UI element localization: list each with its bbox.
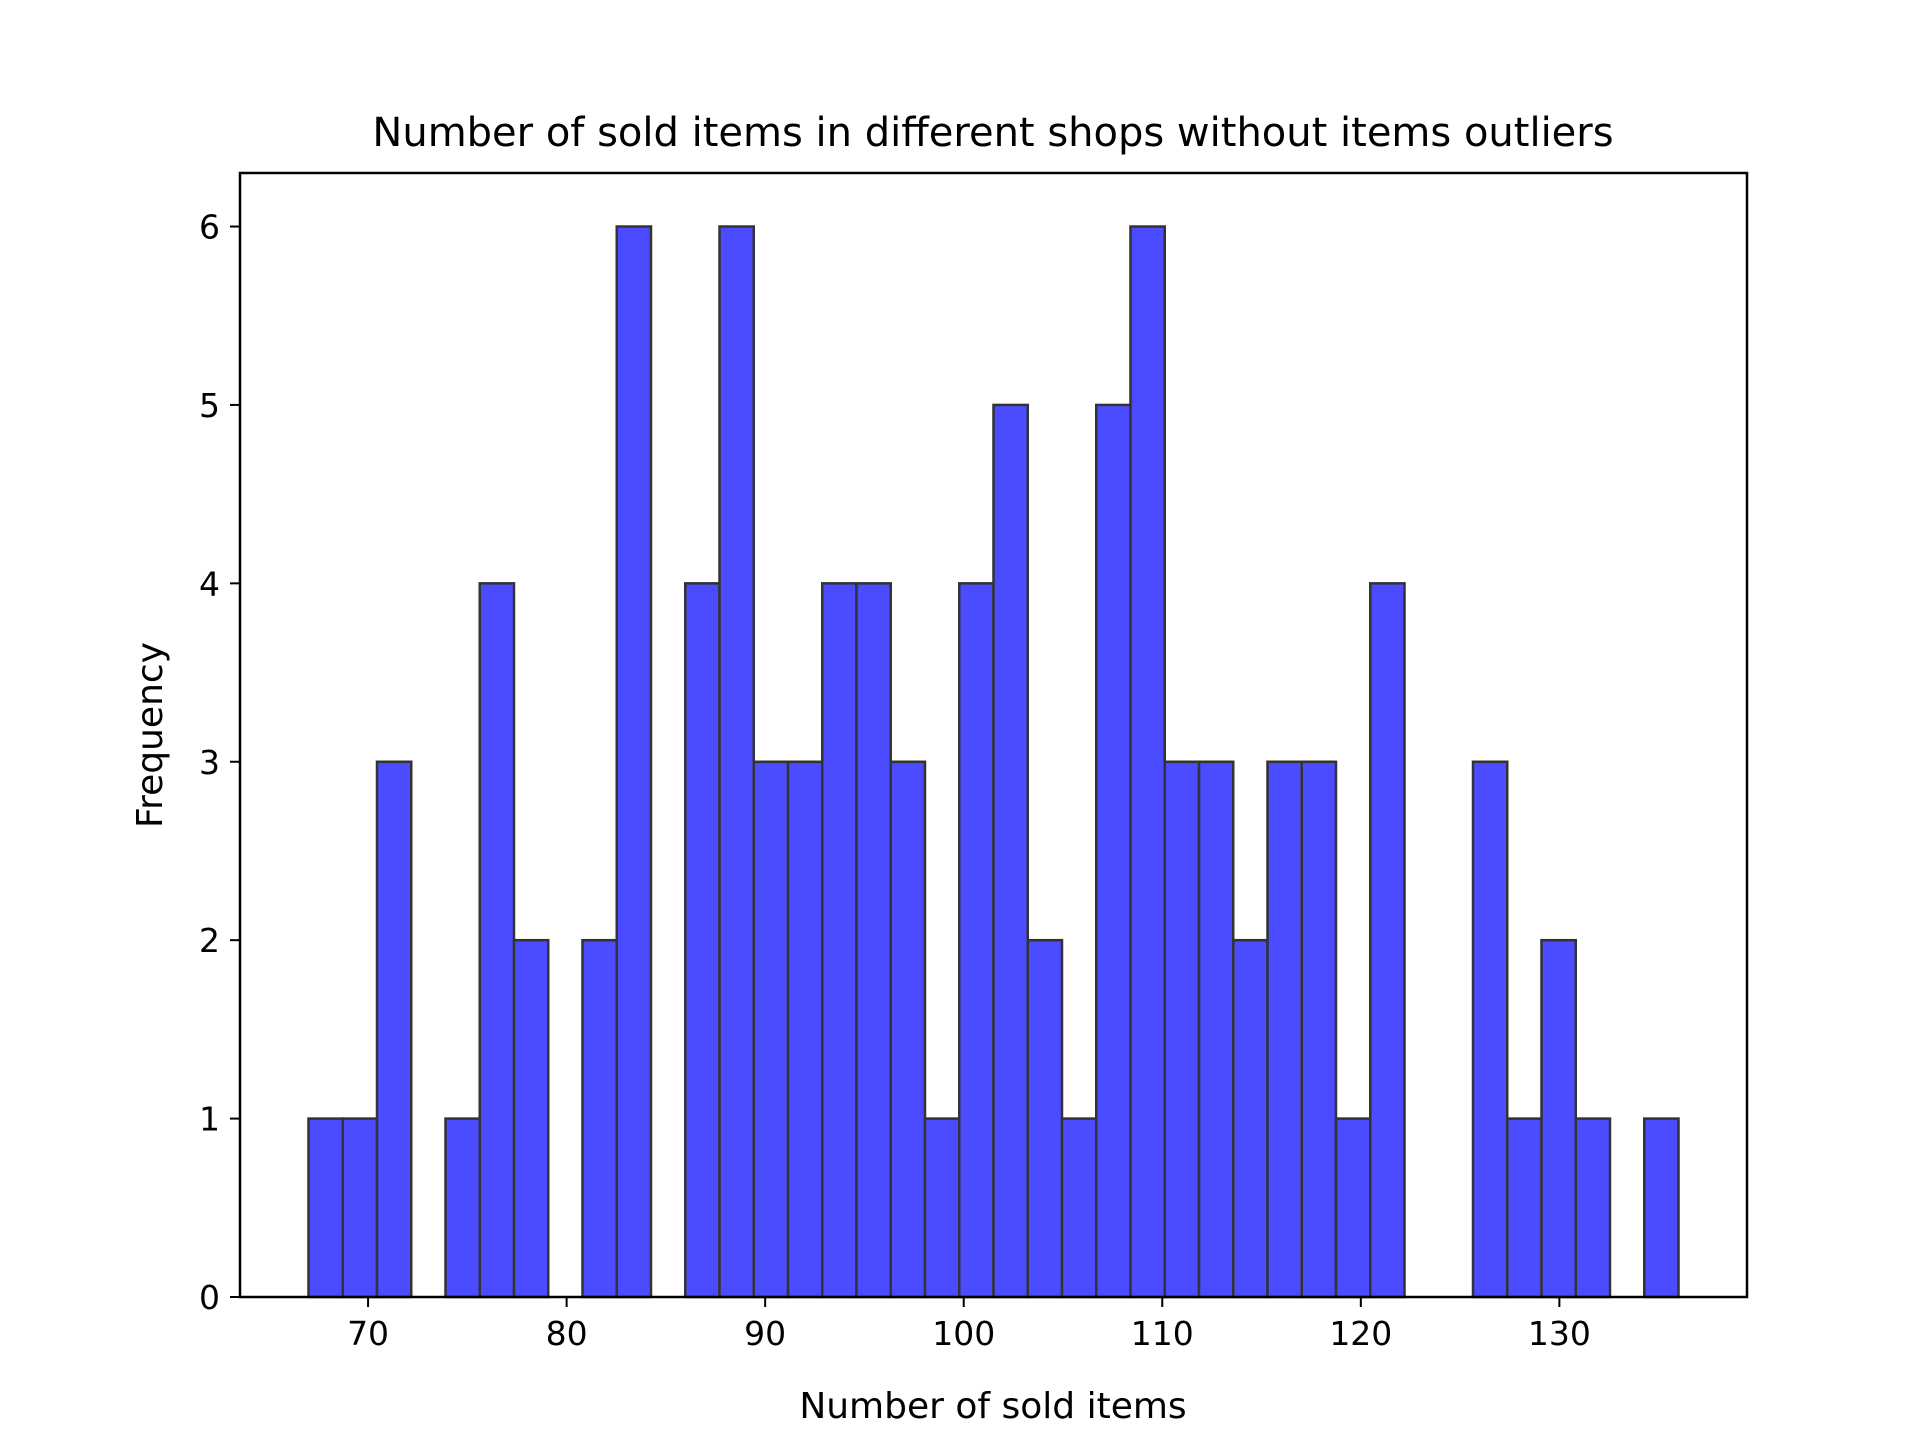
histogram-bar (1232, 938, 1269, 1299)
bars (307, 225, 1680, 1299)
histogram-bar (1369, 582, 1406, 1299)
y-tick-label: 4 (199, 564, 220, 603)
histogram-bar (992, 403, 1029, 1299)
histogram-bar (444, 1117, 481, 1299)
histogram-bar (752, 760, 790, 1299)
y-tick-label: 5 (199, 386, 220, 425)
x-tick-label: 100 (932, 1314, 995, 1353)
histogram-bar (581, 938, 618, 1299)
x-tick-label: 130 (1528, 1314, 1591, 1353)
histogram-bar (1197, 760, 1235, 1299)
y-axis-label: Frequency (130, 642, 171, 828)
histogram-bar (478, 582, 516, 1299)
x-tick-label: 110 (1131, 1314, 1194, 1353)
histogram-bar (1163, 760, 1201, 1299)
x-tick-label: 70 (347, 1314, 389, 1353)
y-tick-label: 3 (199, 743, 220, 782)
histogram-bar (615, 225, 653, 1299)
histogram-bar (341, 1117, 379, 1299)
histogram-bar (512, 938, 550, 1299)
x-axis-label: Number of sold items (799, 1386, 1186, 1427)
histogram-bar (684, 582, 721, 1299)
histogram-bar (1471, 760, 1509, 1299)
histogram-bar (1026, 938, 1064, 1299)
y-axis: 0 1 2 3 4 5 6 (199, 208, 240, 1317)
histogram-bar (923, 1117, 961, 1299)
histogram-bar (1540, 938, 1577, 1299)
histogram-bar (1643, 1117, 1680, 1299)
histogram-bar (1060, 1117, 1098, 1299)
y-tick-label: 6 (199, 208, 220, 247)
y-tick-label: 0 (199, 1278, 220, 1317)
histogram-bar (889, 760, 927, 1299)
histogram-bar (1334, 1117, 1372, 1299)
histogram-bar (1574, 1117, 1612, 1299)
histogram-bar (375, 760, 413, 1299)
histogram-bar (958, 582, 995, 1299)
x-tick-label: 90 (744, 1314, 786, 1353)
x-tick-label: 120 (1329, 1314, 1392, 1353)
histogram-bar (1506, 1117, 1543, 1299)
histogram-bar (307, 1117, 344, 1299)
histogram-bar (1266, 760, 1303, 1299)
chart-title: Number of sold items in different shops … (372, 110, 1613, 156)
x-axis: 70 80 90 100 110 120 130 (347, 1297, 1591, 1353)
histogram-bar (855, 582, 892, 1299)
histogram-bar (718, 225, 755, 1299)
plot-frame (238, 171, 1749, 1299)
y-tick-label: 1 (199, 1100, 220, 1139)
histogram-bar (821, 582, 858, 1299)
x-tick-label: 80 (546, 1314, 588, 1353)
histogram-bar (1129, 225, 1166, 1299)
y-tick-label: 2 (199, 921, 220, 960)
histogram-bar (1300, 760, 1338, 1299)
histogram-bar (1095, 403, 1132, 1299)
histogram-bar (786, 760, 824, 1299)
